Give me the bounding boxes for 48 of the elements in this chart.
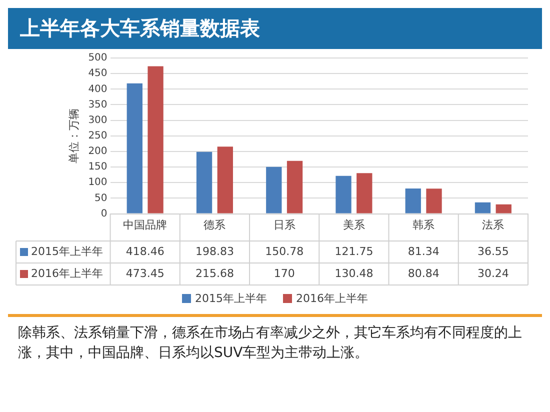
y-tick-label: 500: [88, 52, 108, 64]
data-label: 81.34: [408, 244, 440, 258]
data-label: 198.83: [195, 244, 234, 258]
legend-label: 2016年上半年: [31, 266, 103, 280]
bar: [336, 176, 352, 214]
data-label: 80.84: [408, 266, 440, 280]
data-label: 418.46: [126, 244, 164, 258]
data-label: 36.55: [477, 244, 509, 258]
data-label: 215.68: [195, 266, 234, 280]
data-label: 170: [274, 266, 295, 280]
bar: [126, 83, 142, 214]
data-label: 150.78: [265, 244, 304, 258]
y-tick-label: 200: [88, 146, 108, 158]
data-label: 473.45: [126, 266, 164, 280]
x-tick-label: 美系: [342, 218, 365, 232]
bar: [356, 173, 372, 214]
y-tick-label: 0: [100, 208, 108, 220]
data-label: 130.48: [334, 266, 374, 280]
bar: [426, 188, 442, 214]
bar: [266, 166, 282, 214]
text: 2015年上半年: [195, 292, 267, 305]
y-tick-label: 150: [88, 162, 108, 173]
y-tick-label: 100: [88, 177, 108, 188]
bar: [496, 204, 512, 214]
data-label: 30.24: [477, 266, 509, 280]
bar: [196, 152, 212, 214]
legend-label: 2015年上半年: [31, 244, 103, 258]
y-tick-label: 450: [88, 68, 108, 80]
y-tick-label: 300: [88, 114, 108, 126]
bar: [286, 160, 303, 214]
x-tick-label: 德系: [204, 218, 226, 232]
y-axis-title: 单位：万辆: [67, 108, 80, 164]
bar: [148, 66, 164, 214]
y-tick-label: 400: [88, 84, 108, 95]
x-tick-label: 韩系: [412, 218, 435, 232]
y-tick-label: 350: [88, 99, 108, 110]
bar: [217, 146, 233, 214]
x-tick-label: 中国品牌: [123, 218, 168, 232]
text: 除韩系、法系销量下滑，德系在市场占有率减少之外，其它车系均有不同程度的上涨，其中，中国品牌、日系均以SUV车型为主带动上涨。: [18, 324, 523, 363]
data-label: 121.75: [334, 244, 374, 258]
y-tick-label: 250: [88, 130, 108, 142]
y-tick-label: 50: [94, 192, 108, 204]
bar: [474, 202, 491, 214]
bar: [405, 188, 421, 214]
x-tick-label: 日系: [273, 218, 296, 232]
x-tick-label: 法系: [482, 218, 504, 232]
text: 2016年上半年: [296, 292, 368, 305]
chart-title: 上半年各大车系销量数据表: [8, 8, 542, 49]
